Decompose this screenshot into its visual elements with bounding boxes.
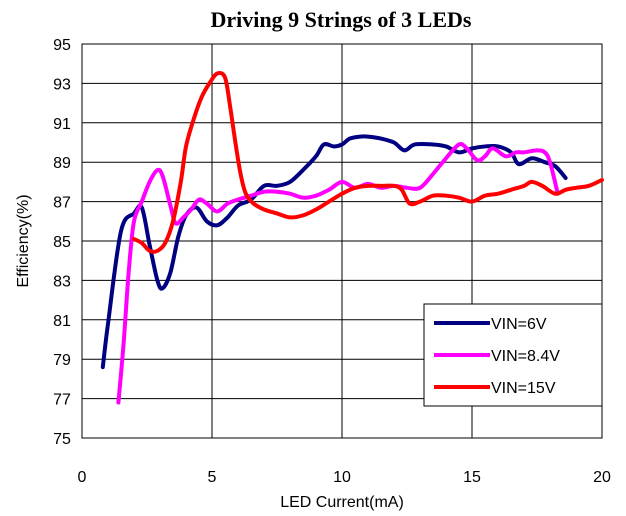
x-axis-label: LED Current(mA) [280, 494, 404, 511]
x-tick-label: 15 [463, 469, 481, 486]
legend-label-3: VIN=15V [491, 380, 556, 397]
y-tick-label: 87 [53, 195, 71, 212]
y-tick-label: 91 [53, 116, 71, 133]
legend-label-2: VIN=8.4V [491, 348, 560, 365]
legend: VIN=6V VIN=8.4V VIN=15V [423, 303, 603, 407]
legend-label-1: VIN=6V [491, 316, 547, 333]
y-axis-label: Efficiency(%) [15, 194, 32, 287]
y-tick-label: 75 [53, 431, 71, 448]
y-tick-label: 77 [53, 392, 71, 409]
plot-area-border [81, 43, 603, 439]
series-layer [100, 70, 604, 405]
y-tick-label: 83 [53, 273, 71, 290]
y-tick-label: 85 [53, 234, 71, 251]
y-tick-label: 79 [53, 352, 71, 369]
y-tick-label: 81 [53, 313, 71, 330]
y-tick-label: 89 [53, 155, 71, 172]
x-tick-label: 20 [593, 469, 611, 486]
chart-title: Driving 9 Strings of 3 LEDs [211, 7, 472, 32]
series-line-3 [132, 70, 604, 254]
series-line-1 [100, 134, 568, 370]
x-tick-label: 10 [333, 469, 351, 486]
x-tick-label: 5 [208, 469, 217, 486]
series-line-2 [116, 142, 560, 405]
y-axis-ticks: 75 77 79 81 83 85 87 89 91 93 95 [53, 37, 71, 448]
x-tick-label: 0 [78, 469, 87, 486]
y-tick-label: 93 [53, 76, 71, 93]
x-axis-ticks: 0 5 10 15 20 [78, 469, 611, 486]
y-tick-label: 95 [53, 37, 71, 54]
